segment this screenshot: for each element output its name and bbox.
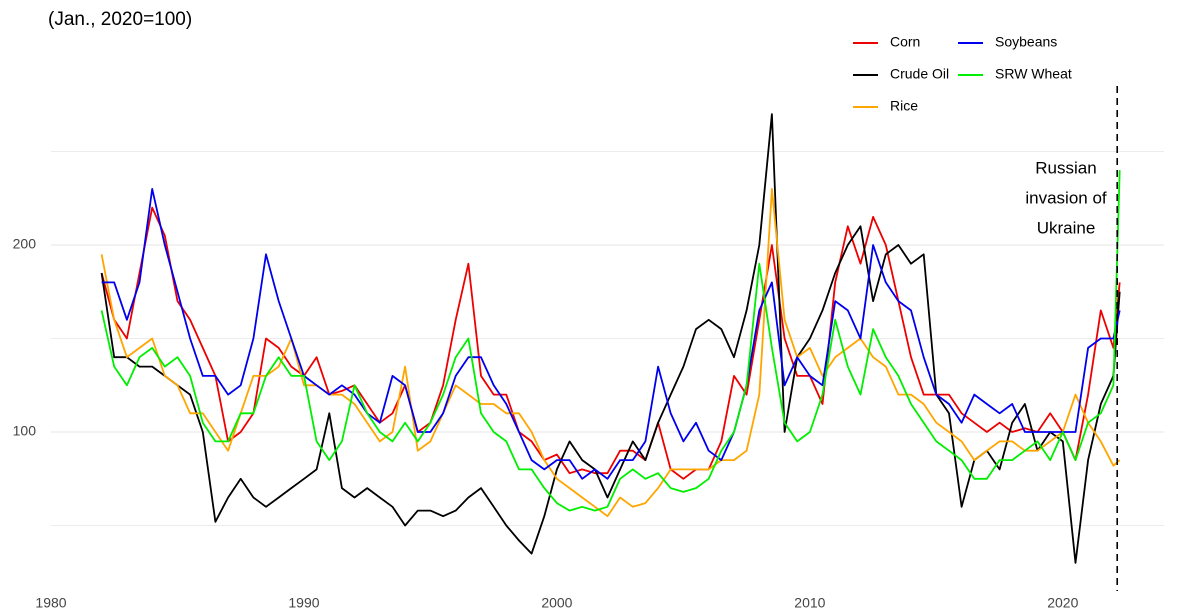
series-line (100, 113, 1121, 564)
x-tick-label: 2000 (541, 595, 572, 611)
annotation-text: Russian (1035, 158, 1096, 177)
y-tick-label: 100 (13, 423, 37, 439)
x-tick-label: 2020 (1047, 595, 1078, 611)
legend-label: Rice (890, 98, 918, 114)
series-line (101, 188, 1121, 480)
y-tick-label: 200 (13, 236, 37, 252)
legend-label: Corn (890, 34, 920, 50)
x-tick-label: 1990 (288, 595, 319, 611)
annotation-text: Ukraine (1037, 218, 1096, 237)
series-line (100, 188, 1121, 518)
legend-label: Crude Oil (890, 66, 949, 82)
chart-subtitle: (Jan., 2020=100) (48, 9, 192, 30)
x-tick-label: 2010 (794, 595, 825, 611)
series-line (100, 170, 1121, 512)
legend-label: Soybeans (995, 34, 1057, 50)
x-tick-label: 1980 (35, 595, 66, 611)
series-line (100, 206, 1121, 480)
legend-label: SRW Wheat (995, 66, 1072, 82)
annotation-text: invasion of (1025, 188, 1107, 207)
